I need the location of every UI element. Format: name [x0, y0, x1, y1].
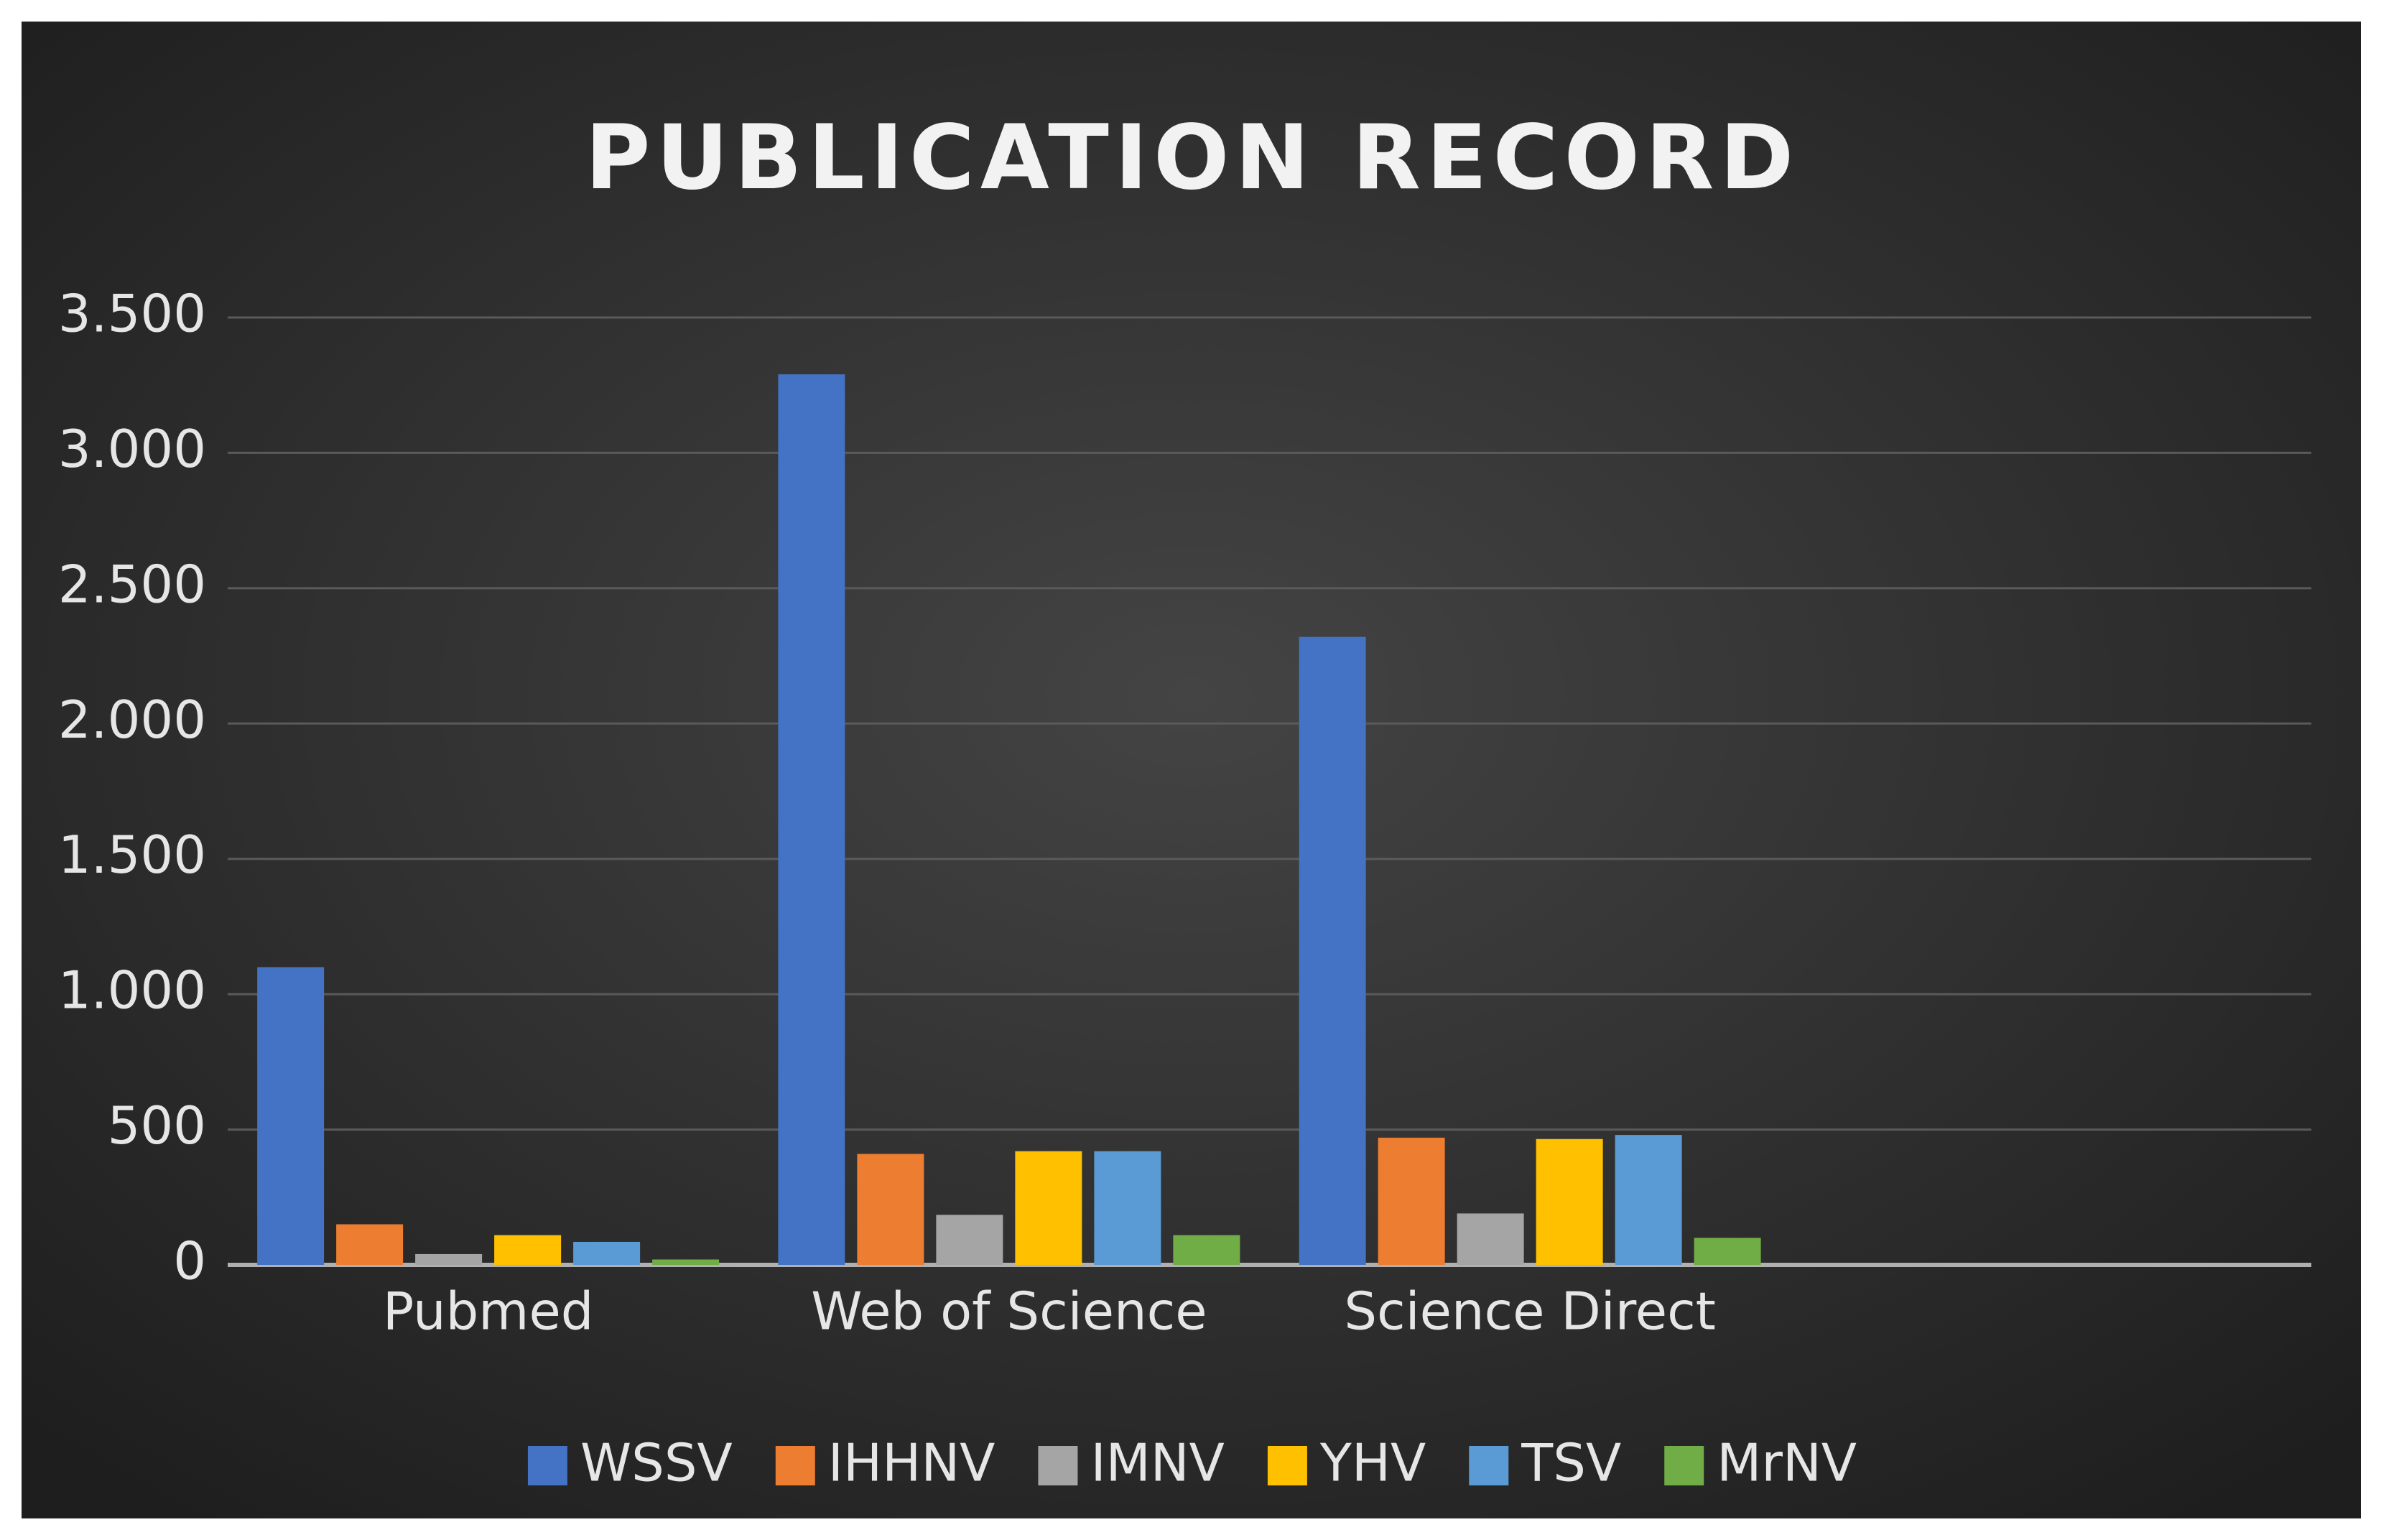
bar	[778, 374, 845, 1265]
chart-background	[22, 22, 2361, 1518]
y-tick-label: 3.000	[58, 419, 206, 479]
legend-swatch	[1664, 1446, 1704, 1485]
legend-swatch	[1267, 1446, 1307, 1485]
bar	[1694, 1238, 1761, 1265]
bar	[1615, 1135, 1682, 1265]
legend-label: TSV	[1521, 1433, 1621, 1493]
bar	[573, 1241, 641, 1265]
bar	[936, 1215, 1003, 1265]
bar	[415, 1253, 483, 1265]
bar	[1094, 1151, 1161, 1265]
y-tick-label: 2.500	[58, 554, 206, 614]
legend-label: YHV	[1319, 1433, 1426, 1493]
bar	[1378, 1137, 1445, 1265]
legend-swatch	[1038, 1446, 1078, 1485]
bar	[494, 1235, 562, 1265]
bar	[336, 1224, 404, 1265]
x-tick-label: Science Direct	[1344, 1281, 1716, 1342]
bar	[652, 1259, 720, 1265]
y-tick-label: 0	[173, 1231, 206, 1291]
legend-label: IHHNV	[828, 1433, 995, 1493]
bar	[857, 1154, 924, 1265]
y-tick-label: 1.500	[58, 825, 206, 885]
x-tick-label: Pubmed	[383, 1281, 594, 1342]
chart-title: PUBLICATION RECORD	[585, 106, 1800, 210]
x-tick-label: Web of Science	[811, 1281, 1207, 1342]
bar	[1299, 636, 1366, 1265]
bar	[1457, 1213, 1524, 1265]
bar	[1173, 1235, 1240, 1265]
bar	[1015, 1151, 1082, 1265]
legend-label: IMNV	[1090, 1433, 1224, 1493]
legend-swatch	[775, 1446, 815, 1485]
legend-swatch	[1469, 1446, 1509, 1485]
legend-label: WSSV	[580, 1433, 733, 1493]
legend-label: MrNV	[1717, 1433, 1857, 1493]
bar	[257, 967, 325, 1265]
legend-swatch	[527, 1446, 567, 1485]
y-tick-label: 1.000	[58, 960, 206, 1021]
y-tick-label: 3.500	[58, 284, 206, 344]
y-tick-label: 2.000	[58, 690, 206, 750]
bar	[1536, 1138, 1603, 1265]
y-tick-label: 500	[108, 1095, 206, 1156]
